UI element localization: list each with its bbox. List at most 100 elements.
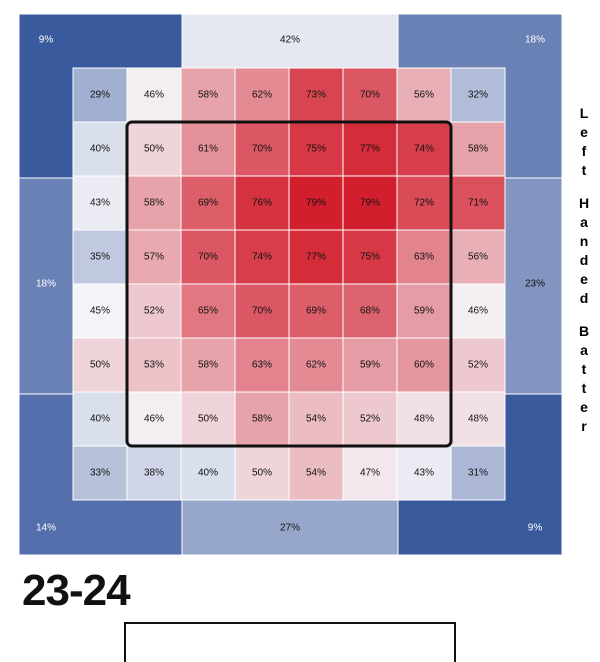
cell-value: 52% — [144, 306, 164, 317]
cell-value: 43% — [90, 198, 110, 209]
heatmap-cell — [288, 337, 344, 393]
outer-value-bottom-left: 14% — [36, 523, 56, 534]
heatmap-cell — [396, 121, 452, 177]
cell-value: 76% — [252, 198, 272, 209]
cell-value: 79% — [306, 198, 326, 209]
cell-value: 50% — [198, 414, 218, 425]
cell-value: 58% — [252, 414, 272, 425]
heatmap-cell — [396, 175, 452, 231]
cell-value: 32% — [468, 90, 488, 101]
side-label-letter: t — [581, 380, 587, 396]
side-label-letter: L — [579, 105, 589, 121]
heatmap-cell — [180, 175, 236, 231]
cell-value: 50% — [144, 144, 164, 155]
outer-region-bottom — [181, 499, 399, 556]
side-label-letter: a — [580, 214, 588, 230]
heatmap-cell — [288, 391, 344, 447]
heatmap-cell — [288, 175, 344, 231]
cell-value: 70% — [252, 306, 272, 317]
cell-value: 59% — [360, 360, 380, 371]
cell-value: 40% — [90, 144, 110, 155]
cell-value: 46% — [144, 414, 164, 425]
side-label-letter: n — [579, 233, 589, 249]
season-label: 23-24 — [22, 566, 131, 615]
heatmap-cell — [342, 445, 398, 501]
cell-value: 48% — [468, 414, 488, 425]
side-label-letter: r — [581, 418, 587, 434]
cell-value: 69% — [306, 306, 326, 317]
cell-value: 72% — [414, 198, 434, 209]
cell-value: 69% — [198, 198, 218, 209]
cell-value: 46% — [468, 306, 488, 317]
outer-value-right: 23% — [525, 279, 545, 290]
side-label-letter: B — [578, 323, 590, 339]
cell-value: 63% — [414, 252, 434, 263]
outer-value-bottom: 27% — [280, 523, 300, 534]
cell-value: 50% — [90, 360, 110, 371]
cell-value: 71% — [468, 198, 488, 209]
cell-value: 47% — [360, 468, 380, 479]
heatmap-cell — [450, 445, 506, 501]
cell-value: 60% — [414, 360, 434, 371]
heatmap-cell — [126, 445, 182, 501]
outer-value-top-left: 9% — [39, 35, 54, 46]
heatmap-cell — [288, 283, 344, 339]
outer-value-left: 18% — [36, 279, 56, 290]
cell-value: 70% — [252, 144, 272, 155]
heatmap-cell — [450, 229, 506, 285]
heatmap-cell — [342, 283, 398, 339]
cell-value: 33% — [90, 468, 110, 479]
cell-value: 75% — [306, 144, 326, 155]
heatmap-cell — [126, 337, 182, 393]
cell-value: 50% — [252, 468, 272, 479]
side-label-letter: a — [580, 342, 588, 358]
heatmap-cell — [180, 121, 236, 177]
cell-value: 65% — [198, 306, 218, 317]
heatmap-cell — [126, 67, 182, 123]
cell-value: 53% — [144, 360, 164, 371]
cell-value: 75% — [360, 252, 380, 263]
cell-value: 58% — [198, 90, 218, 101]
side-label-letter: t — [581, 162, 587, 178]
zone-heatmap: 9% 42% 18% 18% 23% 14% 27% 9% 29% 46% 58% 62% 73% 70%… — [18, 13, 563, 556]
side-label-letter: H — [578, 195, 590, 211]
side-label-letter: t — [581, 361, 587, 377]
cell-value: 74% — [252, 252, 272, 263]
cell-value: 52% — [468, 360, 488, 371]
cell-value: 62% — [252, 90, 272, 101]
cell-value: 40% — [90, 414, 110, 425]
cell-value: 73% — [306, 90, 326, 101]
cell-value: 58% — [198, 360, 218, 371]
heatmap-cell — [450, 337, 506, 393]
cell-value: 54% — [306, 468, 326, 479]
cell-value: 77% — [306, 252, 326, 263]
outer-value-top: 42% — [280, 35, 300, 46]
cell-value: 40% — [198, 468, 218, 479]
cell-value: 54% — [306, 414, 326, 425]
cell-value: 58% — [144, 198, 164, 209]
heatmap-cell — [72, 121, 128, 177]
heatmap-cell — [180, 283, 236, 339]
cell-value: 29% — [90, 90, 110, 101]
outer-value-top-right: 18% — [525, 35, 545, 46]
cell-value: 57% — [144, 252, 164, 263]
heatmap-cell — [396, 283, 452, 339]
heatmap-cell — [234, 121, 290, 177]
heatmap-cell — [72, 175, 128, 231]
outer-region-top — [181, 13, 399, 69]
cell-value: 74% — [414, 144, 434, 155]
heatmap-cell — [180, 337, 236, 393]
cell-value: 68% — [360, 306, 380, 317]
heatmap-cell — [342, 337, 398, 393]
side-label-letter: e — [580, 271, 588, 287]
cell-value: 56% — [468, 252, 488, 263]
heatmap-cell — [234, 445, 290, 501]
heatmap-cell — [396, 229, 452, 285]
outer-value-bottom-right: 9% — [528, 523, 543, 534]
heatmap-cell — [396, 337, 452, 393]
cell-value: 58% — [468, 144, 488, 155]
cell-value: 61% — [198, 144, 218, 155]
